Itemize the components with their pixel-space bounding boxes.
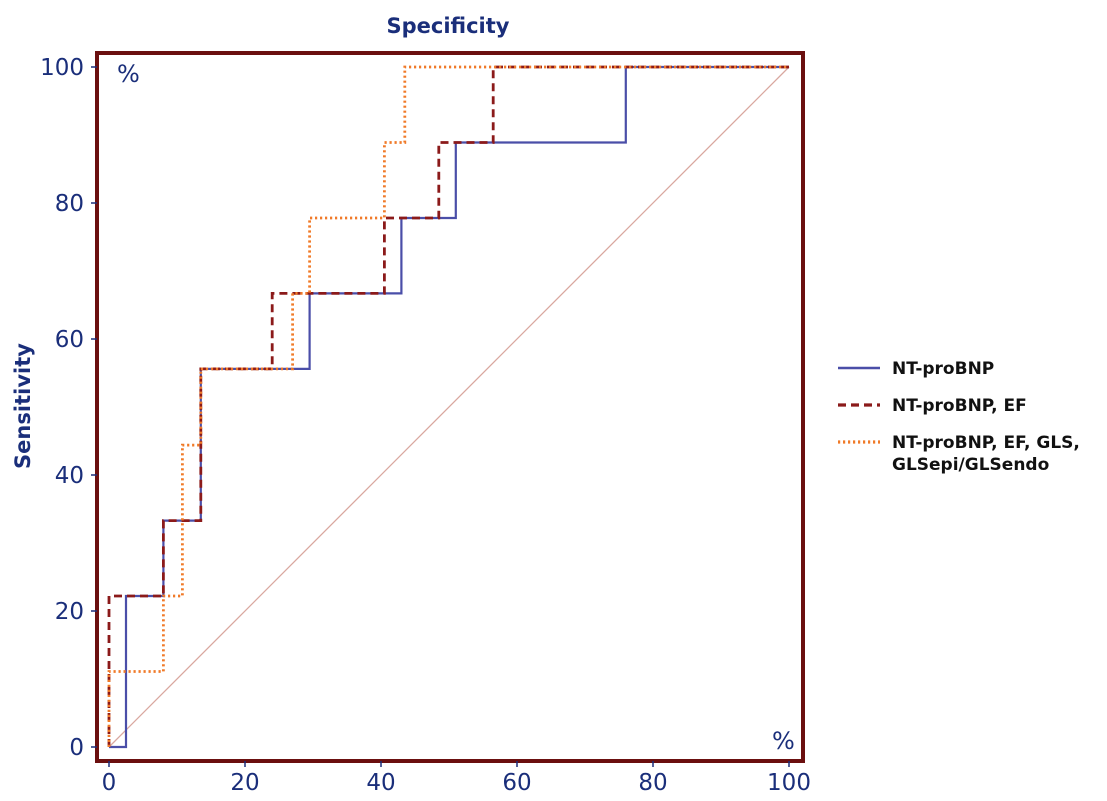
legend-label-3: NT-proBNP, EF, GLS, GLSepi/GLSendo [892,433,1080,475]
x-tick-label: 0 [102,770,117,796]
x-tick-label: 20 [230,770,259,796]
y-tick-label: 60 [55,327,84,353]
axis-ticks: 0 20 40 60 80 100 0 20 40 60 80 100 [40,55,811,796]
series-line-3 [107,65,789,747]
corner-percent-bottom-right: % [772,727,795,755]
y-tick-label: 0 [69,735,84,761]
legend-label-2: NT-proBNP, EF [892,396,1027,416]
y-tick-label: 80 [55,191,84,217]
y-tick-label: 100 [40,55,84,81]
x-tick-label: 40 [366,770,395,796]
y-axis-label: Sensitivity [11,343,35,469]
plot-frame [95,51,805,763]
corner-percent-top-left: % [117,60,140,88]
series-line-2 [107,65,789,747]
reference-diagonal-line [108,66,790,748]
chart-title: Specificity [387,14,510,38]
x-tick-label: 80 [638,770,667,796]
y-tick-label: 40 [55,463,84,489]
plot-area [95,51,805,763]
x-tick-label: 60 [502,770,531,796]
legend: NT-proBNP NT-proBNP, EF NT-proBNP, EF, GLS… [838,359,1080,475]
legend-label-1: NT-proBNP [892,359,994,379]
x-tick-label: 100 [767,770,811,796]
y-tick-label: 20 [55,599,84,625]
